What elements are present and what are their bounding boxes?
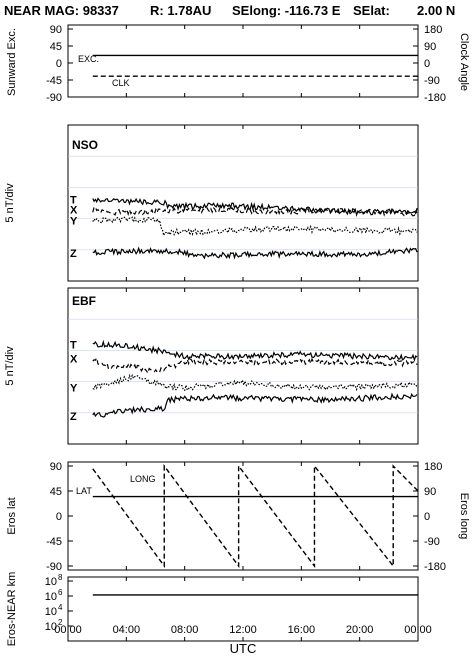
y-tick-label: -90 xyxy=(424,75,440,87)
nso-series: TXY Z xyxy=(70,194,418,260)
y-tick-label: 0 xyxy=(56,58,62,70)
series-y xyxy=(92,373,418,392)
sunward-exc-axis-label: Sunward Exc. xyxy=(6,28,18,96)
y-tick-label: -180 xyxy=(424,561,446,573)
y-tick-label: -90 xyxy=(46,92,62,104)
x-tick-label: 20:00 xyxy=(346,624,374,636)
y-tick-label: 0 xyxy=(424,511,430,523)
title-distance: R: 1.78AU xyxy=(150,3,211,18)
exc-label: EXC. xyxy=(78,54,99,64)
y-tick-label: -180 xyxy=(424,92,446,104)
panel-ebf: TX Y Z EBF 5 nT/div xyxy=(4,287,419,445)
panel-nso: TXY Z NSO 5 nT/div xyxy=(4,124,419,282)
series-x xyxy=(92,356,418,375)
x-tick-label: 08:00 xyxy=(171,624,199,636)
title-selat: SElat: xyxy=(353,3,390,18)
clock-angle-yticks: 180 90 0 -90 -180 xyxy=(413,24,446,104)
y-tick-label: -45 xyxy=(46,536,62,548)
y-tick-exponent: 8 xyxy=(58,573,63,582)
series-label-t: T xyxy=(70,194,77,206)
clock-angle-axis-label: Clock Angle xyxy=(458,33,470,91)
x-tick-label: 00:00 xyxy=(54,624,82,636)
y-tick-label: 0 xyxy=(424,58,430,70)
y-tick-label: 45 xyxy=(50,41,62,53)
series-z xyxy=(92,392,418,418)
series-label-y: Y xyxy=(70,216,78,228)
y-tick-label: 0 xyxy=(56,511,62,523)
y-tick-label: 180 xyxy=(424,461,442,473)
panel-eros-frame xyxy=(67,461,419,571)
sunward-series xyxy=(92,54,418,77)
y-tick-label: 90 xyxy=(424,486,436,498)
eros-series xyxy=(92,463,419,569)
utc-x-axis: 00:00 04:00 08:00 12:00 16:00 20:00 00:00 xyxy=(54,25,432,641)
x-tick-label: 00:00 xyxy=(404,624,432,636)
clk-label: CLK xyxy=(112,78,130,88)
series-label-t: T xyxy=(70,339,77,351)
eros-lat-yticks: 90 45 0 -45 -90 xyxy=(46,461,73,573)
y-tick-exponent: 6 xyxy=(58,588,63,597)
x-tick-label: 12:00 xyxy=(229,624,257,636)
eros-long-yticks: 180 90 0 -90 -180 xyxy=(413,461,446,573)
y-tick-label: 10 xyxy=(45,606,57,618)
y-tick-label: 90 xyxy=(424,41,436,53)
nso-grid xyxy=(68,155,418,251)
series-y xyxy=(92,216,418,238)
series-label-z: Z xyxy=(70,248,77,260)
title-selong: SElong: -116.73 E xyxy=(232,3,341,18)
y-tick-exponent: 4 xyxy=(58,603,63,612)
series-x xyxy=(92,205,418,217)
lat-label: LAT xyxy=(76,486,92,496)
nso-tag: NSO xyxy=(72,138,98,152)
ebf-series: TX Y Z xyxy=(70,339,418,423)
y-tick-label: 10 xyxy=(45,621,57,633)
y-tick-exponent: 2 xyxy=(58,618,63,627)
utc-axis-label: UTC xyxy=(230,641,257,656)
title-selat-value: 2.00 N xyxy=(417,3,455,18)
y-tick-label: 45 xyxy=(50,486,62,498)
long-label: LONG xyxy=(130,474,156,484)
y-tick-label: 10 xyxy=(45,576,57,588)
y-tick-label: 90 xyxy=(50,24,62,36)
eros-near-axis-label: Eros-NEAR km xyxy=(6,572,18,647)
y-tick-label: -45 xyxy=(46,75,62,87)
panel-ebf-frame xyxy=(67,287,419,445)
title-near-mag: NEAR MAG: 98337 xyxy=(4,3,119,18)
sunward-yticks: 90 45 0 -45 -90 xyxy=(46,24,73,104)
series-t xyxy=(92,197,418,218)
nso-axis-label: 5 nT/div xyxy=(4,183,16,223)
y-tick-label: -90 xyxy=(424,536,440,548)
series-label-x: X xyxy=(70,205,78,217)
ebf-axis-label: 5 nT/div xyxy=(4,346,16,386)
y-tick-label: 180 xyxy=(424,24,442,36)
y-tick-label: 10 xyxy=(45,591,57,603)
x-tick-label: 04:00 xyxy=(113,624,141,636)
x-tick-label: 16:00 xyxy=(288,624,316,636)
y-tick-label: 90 xyxy=(50,461,62,473)
y-tick-label: -90 xyxy=(46,561,62,573)
eros-lat-axis-label: Eros lat xyxy=(6,497,18,534)
series-label-y: Y xyxy=(70,383,78,395)
series-label-x: X xyxy=(70,353,78,365)
series-z xyxy=(92,246,418,260)
series-long xyxy=(92,463,419,569)
panel-eros-lat-long: 90 45 0 -45 -90 180 90 0 -90 -180 LAT LONG Eros … xyxy=(6,461,470,573)
panel-sunward-clock: 90 45 0 -45 -90 180 90 0 -90 -180 EXC. CLK Sunwa… xyxy=(6,24,470,104)
series-label-z: Z xyxy=(70,411,77,423)
eros-long-axis-label: Eros long xyxy=(458,493,470,539)
ebf-tag: EBF xyxy=(72,294,96,308)
panel-nso-frame xyxy=(67,124,419,282)
series-t xyxy=(92,339,418,362)
